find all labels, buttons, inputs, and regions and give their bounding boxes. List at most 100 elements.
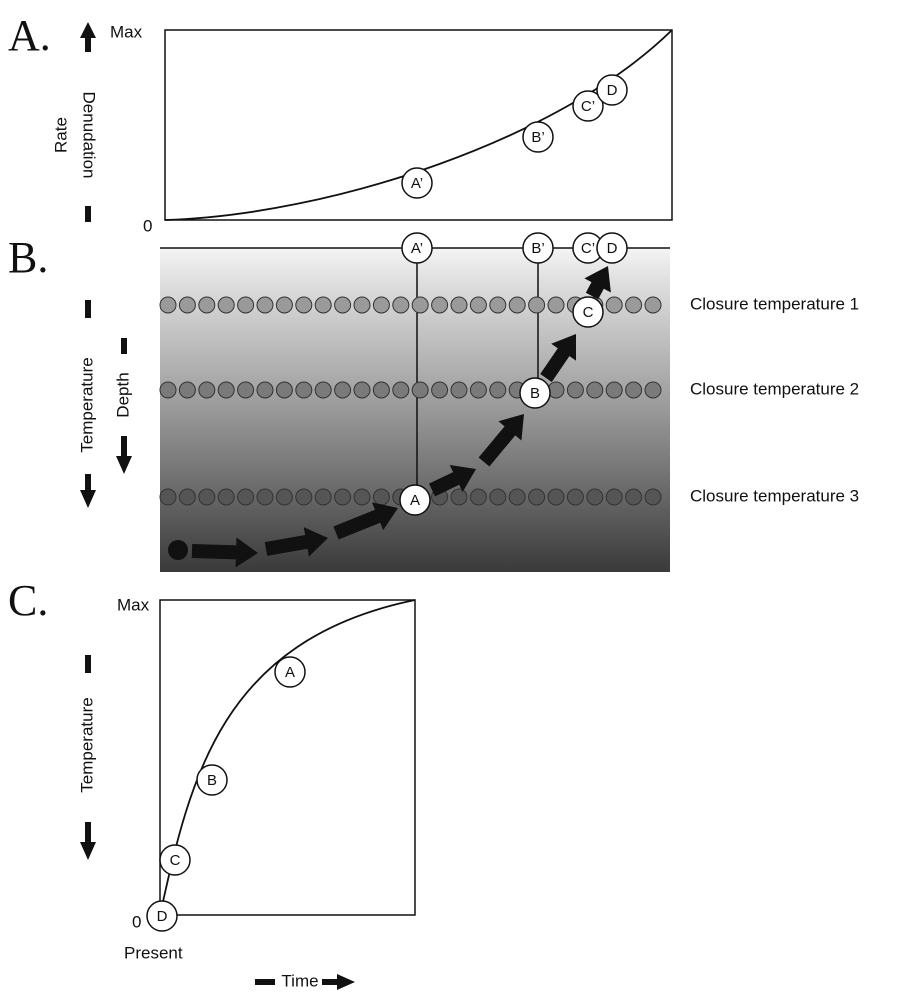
marker — [572, 90, 604, 122]
mineral-dot — [314, 381, 332, 399]
mineral-dot — [644, 488, 662, 506]
axis-title: Temperature — [77, 697, 96, 792]
x-start: Present — [124, 943, 183, 962]
mineral-dot — [314, 488, 332, 506]
mineral-dot — [566, 488, 584, 506]
path-arrow — [540, 334, 576, 382]
mineral-dot — [528, 296, 546, 314]
mineral-dot — [392, 296, 410, 314]
mineral-dot — [198, 296, 216, 314]
mineral-dot — [256, 381, 274, 399]
dash — [121, 338, 127, 354]
dash — [255, 979, 275, 985]
mineral-dot — [431, 381, 449, 399]
mineral-dot — [295, 381, 313, 399]
dash — [85, 655, 91, 673]
marker-label: D — [157, 908, 168, 925]
mineral-dot — [450, 488, 468, 506]
mineral-dot — [353, 296, 371, 314]
mineral-dot — [237, 381, 255, 399]
mineral-dot — [159, 381, 177, 399]
curve — [159, 599, 416, 916]
mineral-dot — [392, 381, 410, 399]
marker-label: A — [285, 664, 295, 681]
marker-label: C — [170, 852, 181, 869]
marker-label: B — [207, 772, 217, 789]
marker — [519, 377, 551, 409]
mineral-dot — [528, 488, 546, 506]
start-dot — [168, 540, 188, 560]
mineral-dot — [237, 488, 255, 506]
mineral-dot — [372, 381, 390, 399]
mineral-dot — [586, 488, 604, 506]
marker-label: A — [410, 492, 420, 509]
marker-label: A’ — [411, 240, 423, 257]
dash — [85, 300, 91, 318]
mineral-dot — [256, 296, 274, 314]
mineral-dot — [372, 296, 390, 314]
marker-label: B’ — [531, 129, 544, 146]
marker-label: D — [607, 240, 618, 257]
marker-label: A’ — [411, 175, 423, 192]
marker-label: D — [607, 82, 618, 99]
mineral-dot — [372, 488, 390, 506]
mineral-dot — [353, 381, 371, 399]
mineral-dot — [178, 488, 196, 506]
y-max: Max — [110, 22, 143, 41]
mineral-dot — [489, 381, 507, 399]
arrow — [80, 822, 96, 860]
path-arrow — [478, 414, 524, 467]
mineral-dot — [237, 296, 255, 314]
marker-label: C’ — [581, 98, 595, 115]
path-arrow — [333, 502, 398, 540]
marker — [401, 232, 433, 264]
mineral-dot — [508, 296, 526, 314]
mineral-dot — [314, 296, 332, 314]
marker — [196, 764, 228, 796]
mineral-dot — [275, 296, 293, 314]
y-max: Max — [117, 595, 150, 614]
axis-title: Rate — [51, 117, 70, 153]
axis-title: Time — [281, 971, 318, 990]
mineral-dot — [353, 488, 371, 506]
mineral-dot — [489, 296, 507, 314]
marker-label: B — [530, 385, 540, 402]
mineral-dot — [450, 381, 468, 399]
marker — [596, 74, 628, 106]
plot-frame — [164, 29, 673, 221]
mineral-dot — [159, 488, 177, 506]
mineral-dot — [275, 381, 293, 399]
mineral-dot — [256, 488, 274, 506]
mineral-dot — [489, 488, 507, 506]
mineral-dot — [159, 296, 177, 314]
mineral-dot — [644, 381, 662, 399]
mineral-dot — [411, 381, 429, 399]
mineral-dot — [217, 488, 235, 506]
mineral-dot — [605, 381, 623, 399]
mineral-dot — [334, 488, 352, 506]
marker-label: C’ — [581, 240, 595, 257]
panel-label: B. — [8, 233, 48, 282]
marker-label: C — [583, 304, 594, 321]
marker-label: B’ — [531, 240, 544, 257]
mineral-dot — [605, 296, 623, 314]
mineral-dot — [275, 488, 293, 506]
mineral-dot — [547, 488, 565, 506]
arrow — [116, 436, 132, 474]
path-arrow — [264, 527, 328, 557]
mineral-dot — [469, 296, 487, 314]
mineral-dot — [469, 381, 487, 399]
mineral-dot — [625, 381, 643, 399]
mineral-dot — [295, 488, 313, 506]
mineral-dot — [217, 296, 235, 314]
dash — [85, 206, 91, 222]
mineral-dot — [586, 381, 604, 399]
arrow — [80, 474, 96, 508]
marker — [274, 656, 306, 688]
mineral-dot — [625, 296, 643, 314]
mineral-dot — [508, 488, 526, 506]
axis-title: Temperature — [77, 357, 96, 452]
mineral-dot — [198, 381, 216, 399]
y-min: 0 — [132, 912, 141, 931]
